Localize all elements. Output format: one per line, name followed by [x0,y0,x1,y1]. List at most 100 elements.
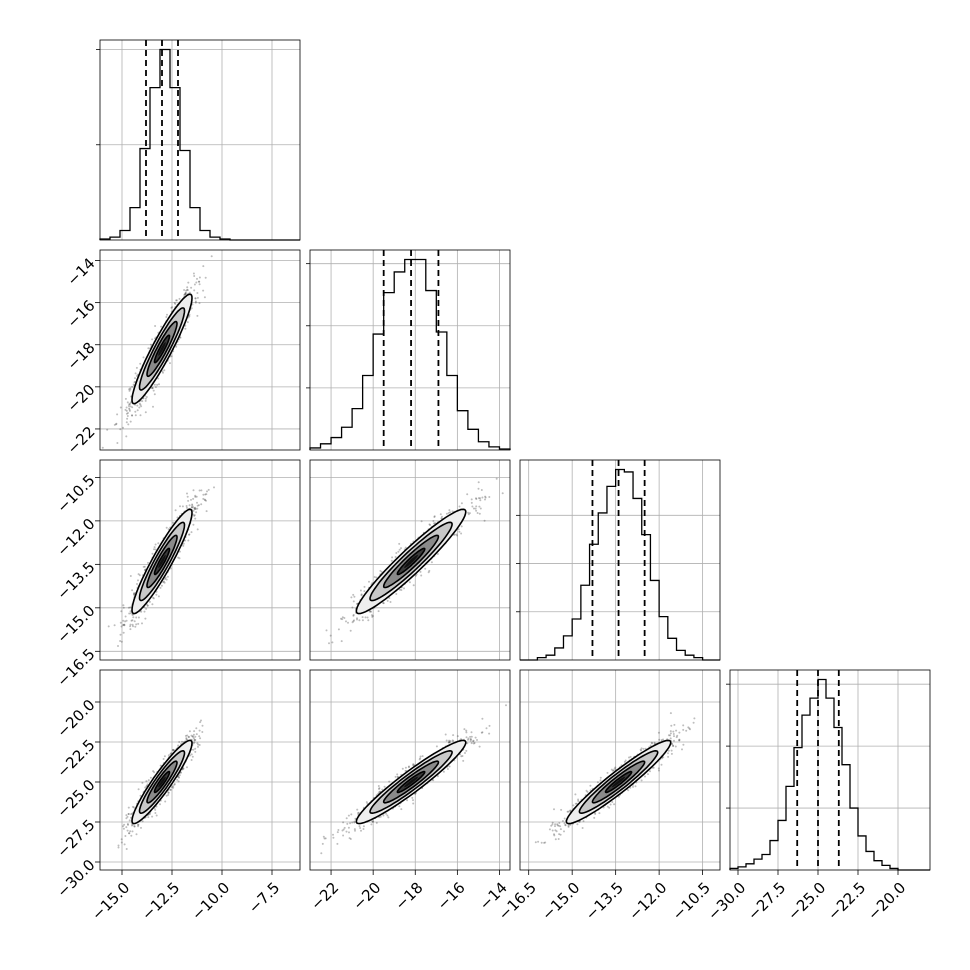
scatter-point [207,488,210,491]
scatter-point [201,731,204,733]
scatter-point [189,754,192,757]
panel-frame [99,459,301,661]
scatter-point [364,616,367,619]
scatter-point [460,502,463,505]
scatter-point [186,492,188,495]
scatter-point [177,776,180,779]
scatter-point [136,583,138,585]
scatter-point [467,513,470,516]
scatter-point [165,794,168,797]
scatter-point [391,556,394,559]
scatter-point [367,619,370,622]
histogram-step-1 [309,258,511,450]
scatter-point [183,289,186,291]
contour-line [153,770,171,794]
scatter-point [184,293,187,296]
scatter-point [185,505,188,507]
scatter-point [190,506,193,509]
scatter-point [124,615,127,618]
scatter-point [120,640,123,643]
scatter-point [144,399,147,402]
scatter-point [187,736,190,739]
scatter-point [469,735,472,738]
scatter-point [125,406,128,409]
scatter-point [163,581,166,584]
scatter-point [350,813,353,816]
scatter-point [198,489,201,492]
scatter-point [349,838,352,840]
scatter-point [436,553,439,555]
scatter-point [129,625,132,628]
scatter-point [180,771,182,774]
scatter-point [178,550,181,553]
scatter-point [352,614,355,617]
scatter-point [456,534,459,537]
panel-contents [310,460,510,660]
scatter-point [185,737,188,740]
scatter-point [187,735,190,738]
scatter-point [151,338,154,341]
scatter-point [196,292,199,294]
scatter-point [477,487,480,490]
scatter-point [398,588,401,591]
scatter-point [188,291,191,294]
scatter-point [368,610,371,613]
scatter-point [420,520,423,523]
scatter-point [188,533,191,536]
scatter-point [127,813,130,815]
scatter-point [195,727,198,730]
scatter-point [185,738,188,741]
scatter-point [471,505,474,508]
scatter-point [123,823,126,826]
scatter-point [145,780,148,783]
scatter-point [198,744,201,746]
scatter-point [196,528,199,531]
panel-contents [310,670,510,870]
scatter-point [352,613,355,616]
scatter-point [325,629,328,632]
scatter-point [395,552,398,554]
scatter-point [199,721,202,724]
scatter-panel-0-2 [99,459,301,661]
contour-line [138,521,186,602]
scatter-point [117,844,120,847]
scatter-point [193,514,196,517]
scatter-point [192,489,195,492]
scatter-point [116,413,119,416]
scatter-point [372,821,374,823]
scatter-point [128,407,131,410]
scatter-point [133,592,135,595]
scatter-point [129,420,132,423]
scatter-point [130,813,133,816]
scatter-point [175,299,178,302]
scatter-point [432,779,435,782]
scatter-point [196,314,199,317]
scatter-point [131,589,134,592]
scatter-point [476,739,478,741]
scatter-point [172,785,175,788]
scatter-point [194,747,197,750]
scatter-point [136,409,139,412]
scatter-point [152,389,155,392]
scatter-point [433,515,436,518]
scatter-point [167,791,170,794]
scatter-point [122,827,125,830]
scatter-point [122,426,124,429]
scatter-point [171,306,174,309]
scatter-point [373,576,376,578]
scatter-point [192,497,195,500]
scatter-point [440,517,443,520]
scatter-point [133,592,136,595]
scatter-point [153,548,155,551]
scatter-point [195,495,198,498]
scatter-point [202,265,205,268]
scatter-point [448,741,450,744]
scatter-point [132,625,134,628]
scatter-point [192,523,195,526]
scatter-point [172,748,175,751]
scatter-point [137,616,140,619]
scatter-point [181,505,184,508]
scatter-point [173,301,176,304]
scatter-point [155,593,158,596]
scatter-point [161,370,164,373]
